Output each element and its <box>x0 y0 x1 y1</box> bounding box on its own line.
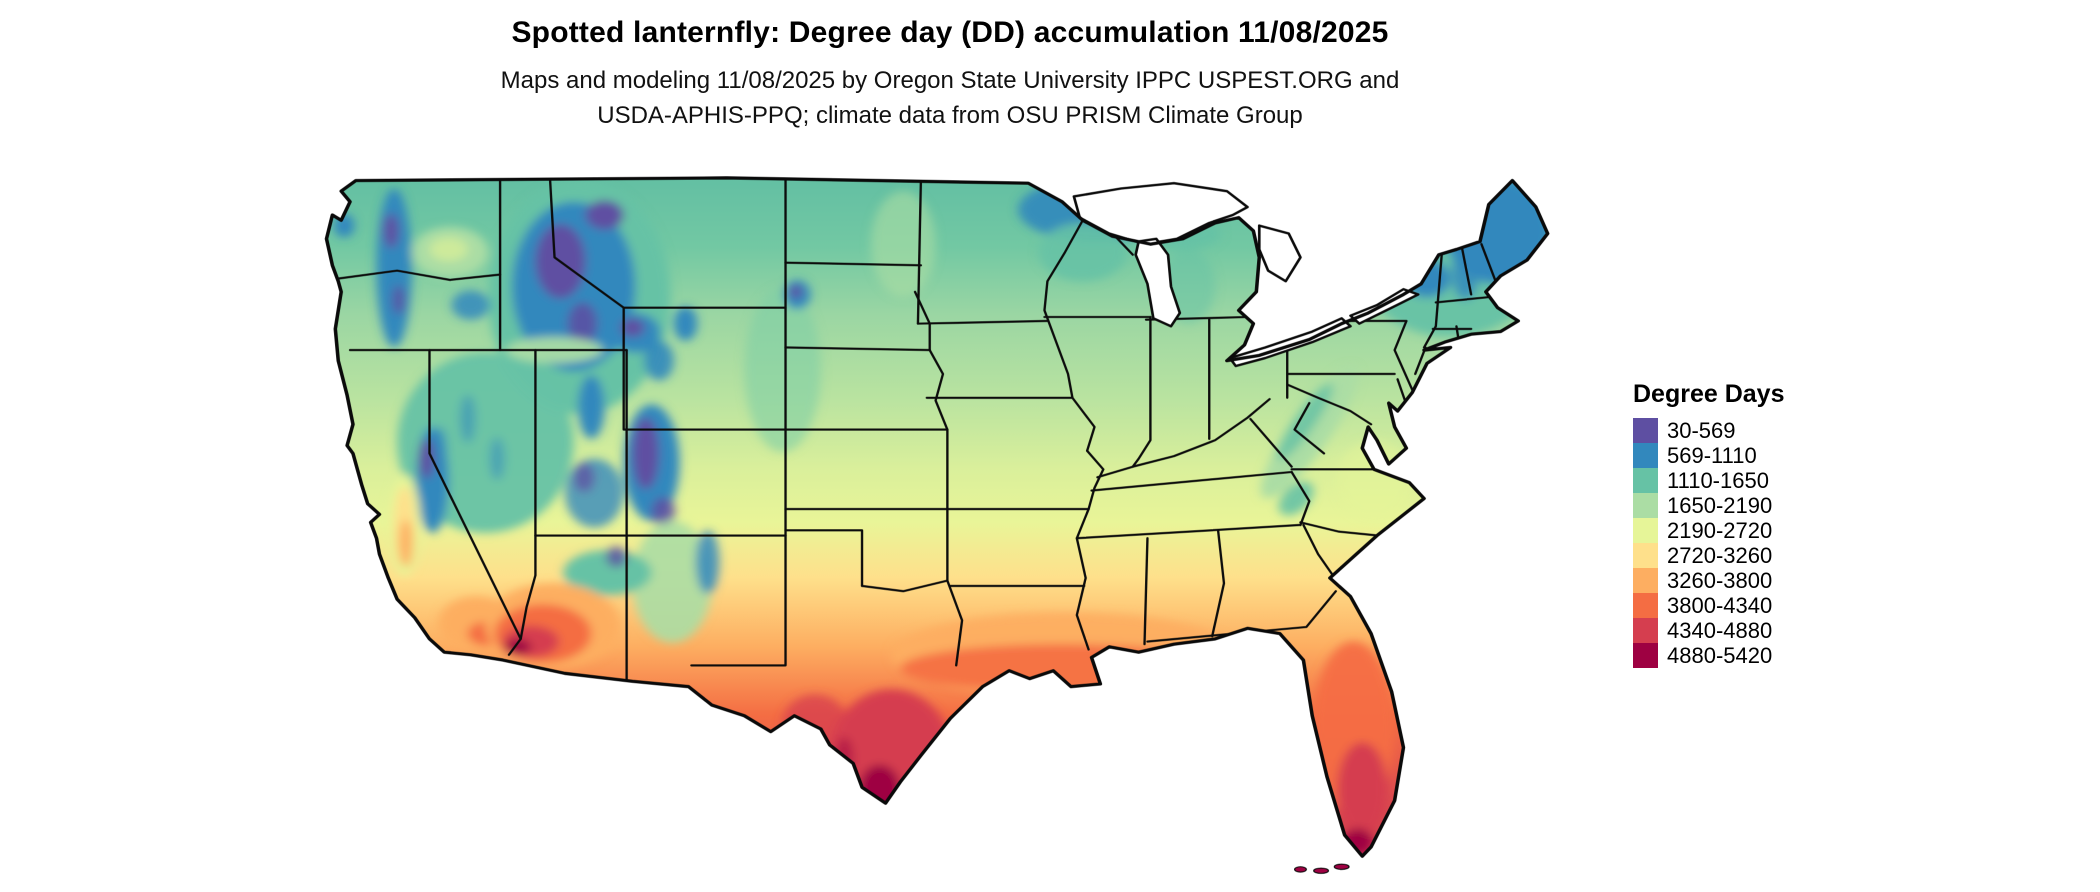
legend-item: 2720-3260 <box>1633 543 1784 568</box>
legend-swatch <box>1633 493 1658 518</box>
legend-swatch <box>1633 443 1658 468</box>
legend-label: 569-1110 <box>1667 442 1757 468</box>
legend-item: 3800-4340 <box>1633 593 1784 618</box>
legend-label: 30-569 <box>1667 417 1736 443</box>
legend-item: 30-569 <box>1633 418 1784 443</box>
lake-michigan <box>1134 237 1182 328</box>
legend: Degree Days 30-569 569-1110 1110-1650 1650-… <box>1633 380 1784 668</box>
legend-swatch <box>1633 418 1658 443</box>
legend-item: 4880-5420 <box>1633 643 1784 668</box>
legend-swatch <box>1633 468 1658 493</box>
legend-label: 2190-2720 <box>1667 517 1773 543</box>
florida-keys <box>1293 863 1350 874</box>
legend-label: 3800-4340 <box>1667 592 1773 618</box>
legend-swatch <box>1633 568 1658 593</box>
legend-label: 4880-5420 <box>1667 642 1773 668</box>
us-outline <box>324 176 1550 858</box>
page-subtitle: Maps and modeling 11/08/2025 by Oregon S… <box>0 64 1900 134</box>
map-regional-blobs <box>333 177 1548 855</box>
lake-huron <box>1257 224 1302 283</box>
legend-swatch <box>1633 518 1658 543</box>
legend-title: Degree Days <box>1633 380 1785 408</box>
legend-item: 3260-3800 <box>1633 568 1784 593</box>
legend-swatch <box>1633 543 1658 568</box>
legend-swatch <box>1633 593 1658 618</box>
legend-label: 1110-1650 <box>1667 467 1769 493</box>
us-map <box>300 158 1580 880</box>
legend-item: 1110-1650 <box>1633 468 1784 493</box>
legend-label: 2720-3260 <box>1667 542 1773 568</box>
legend-items: 30-569 569-1110 1110-1650 1650-2190 2190-272… <box>1633 418 1784 668</box>
state-borders <box>337 179 1499 683</box>
us-map-svg <box>324 176 1550 874</box>
legend-label: 3260-3800 <box>1667 567 1773 593</box>
legend-label: 1650-2190 <box>1667 492 1773 518</box>
legend-item: 1650-2190 <box>1633 493 1784 518</box>
legend-swatch <box>1633 618 1658 643</box>
legend-item: 4340-4880 <box>1633 618 1784 643</box>
title-block: Spotted lanternfly: Degree day (DD) accu… <box>0 16 1900 134</box>
legend-label: 4340-4880 <box>1667 617 1773 643</box>
subtitle-line-1: Maps and modeling 11/08/2025 by Oregon S… <box>500 67 1400 94</box>
subtitle-line-2: USDA-APHIS-PPQ; climate data from OSU PR… <box>597 101 1303 129</box>
legend-swatch <box>1633 643 1658 668</box>
legend-item: 2190-2720 <box>1633 518 1784 543</box>
legend-item: 569-1110 <box>1633 443 1784 468</box>
page-title: Spotted lanternfly: Degree day (DD) accu… <box>511 16 1389 49</box>
